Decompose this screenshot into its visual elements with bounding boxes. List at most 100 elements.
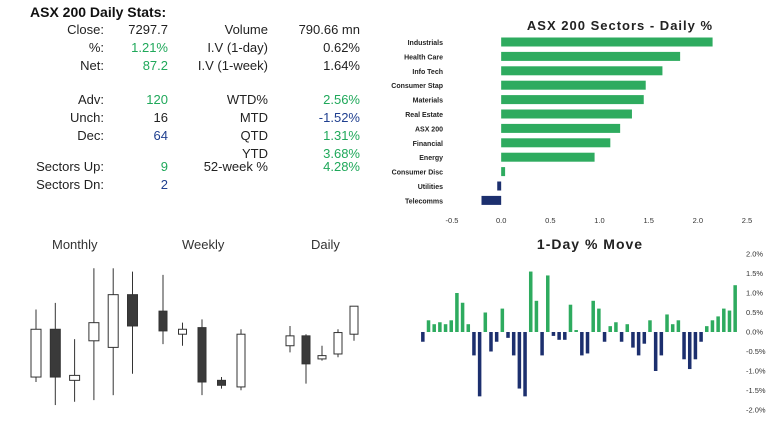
move-bar [517, 332, 522, 389]
sector-bar [501, 138, 611, 148]
sector-label: Info Tech [412, 69, 443, 76]
move-bar [438, 322, 442, 332]
stat-value: 4.28% [323, 159, 360, 174]
sector-bar [501, 109, 632, 119]
sector-bar [501, 123, 621, 133]
candle-body [301, 335, 311, 365]
x-tick-label: 1.0 [594, 216, 604, 225]
move-bar [540, 332, 544, 356]
move-bar [551, 332, 556, 336]
stat-value: 87.2 [142, 58, 168, 73]
move-bar [665, 314, 669, 332]
move-bar [472, 332, 476, 356]
stat-value: 1.21% [131, 40, 168, 55]
stat-label: %: [88, 40, 104, 55]
move-bar [687, 332, 692, 370]
sector-label: Energy [419, 155, 443, 162]
sector-label: Consumer Stap [391, 83, 443, 90]
move-bar [693, 332, 698, 360]
move-bar [597, 308, 601, 332]
sector-bar [501, 51, 681, 61]
move-bar [625, 324, 630, 332]
x-tick-label: 0.5 [545, 216, 555, 225]
move-bar [591, 300, 595, 332]
move-bar [585, 332, 590, 354]
move-bar [563, 332, 567, 340]
stat-label: QTD [240, 128, 268, 143]
move-bar [733, 285, 737, 332]
candle-body [69, 374, 81, 381]
candle-body [285, 335, 295, 347]
move-bar [534, 300, 539, 332]
candle-body [158, 310, 168, 332]
move-bar [705, 326, 709, 332]
y-tick-label: 0.5% [746, 308, 763, 317]
sector-label: Consumer Disc [392, 170, 443, 177]
candle-body [317, 355, 327, 360]
move-bar [455, 293, 459, 332]
stat-value: 790.66 mn [298, 22, 360, 37]
sector-bar [501, 152, 595, 162]
stat-label: Sectors Dn: [36, 177, 104, 192]
move-bar [426, 320, 431, 332]
x-tick-label: 0.0 [496, 216, 506, 225]
sector-bar [501, 167, 506, 177]
stat-label: Adv: [77, 92, 104, 107]
sector-label: Industrials [408, 40, 444, 47]
sector-bar [501, 66, 663, 76]
sector-label: Financial [413, 141, 443, 148]
candle-body [49, 328, 61, 378]
sector-label: Real Estate [405, 112, 443, 119]
move-bar [648, 320, 652, 332]
monthly-title: Monthly [52, 237, 98, 252]
move-bar [716, 316, 720, 332]
y-tick-label: -1.5% [746, 386, 766, 395]
move-bar [614, 322, 618, 332]
stat-value: 2 [160, 177, 168, 192]
y-tick-label: 1.5% [746, 269, 763, 278]
stat-value: 120 [146, 92, 168, 107]
sector-label: Health Care [404, 54, 443, 61]
y-tick-label: 1.0% [746, 289, 763, 298]
stat-value: 3.68% [323, 146, 360, 161]
stat-label: Close: [67, 22, 104, 37]
candle-body [88, 322, 100, 342]
sector-label: Utilities [418, 184, 443, 191]
candle-body [178, 328, 187, 335]
stat-label: Dec: [77, 128, 104, 143]
stat-label: Sectors Up: [36, 159, 104, 174]
move-bar [460, 302, 465, 332]
move-bar [602, 332, 607, 342]
stat-label: Unch: [70, 110, 104, 125]
stat-label: YTD [242, 146, 268, 161]
move-bar [676, 320, 681, 332]
move-bar [443, 324, 448, 332]
move-bar [489, 332, 493, 352]
move-bar [500, 308, 505, 332]
candle-body [127, 294, 138, 327]
y-tick-label: -2.0% [746, 406, 766, 415]
move-bar [727, 310, 732, 332]
stat-label: MTD [239, 110, 268, 125]
stat-label: Volume [224, 22, 268, 37]
sector-label: Materials [413, 98, 443, 105]
move-bar [523, 332, 527, 397]
candle-body [217, 379, 226, 386]
move-bar [580, 332, 584, 356]
sector-label: Telecomms [405, 198, 443, 205]
move-bar [449, 320, 453, 332]
move-bar [494, 332, 499, 342]
move-bar [659, 332, 664, 356]
move-bar [557, 332, 561, 340]
move-bar [670, 324, 675, 332]
stat-label: I.V (1-week) [197, 58, 268, 73]
sector-bar [501, 95, 644, 105]
x-tick-label: 2.5 [742, 216, 752, 225]
stat-label: 52-week % [203, 159, 268, 174]
move-bar [636, 332, 641, 356]
move-bar [653, 332, 658, 371]
stat-label: Net: [80, 58, 104, 73]
move-bar [421, 332, 425, 342]
stat-value: 1.31% [323, 128, 360, 143]
stat-value: 9 [160, 159, 168, 174]
